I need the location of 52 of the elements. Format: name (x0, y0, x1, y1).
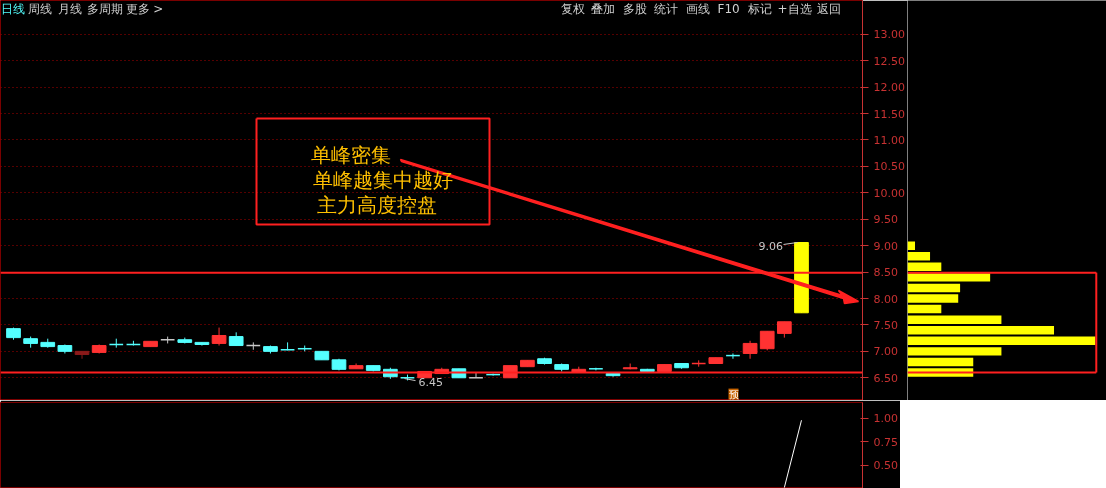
bar (907, 241, 916, 250)
bar (907, 326, 1055, 335)
annotation: 叠加 (590, 2, 615, 17)
annotation: +自选 (777, 2, 812, 17)
annotation: 预 (728, 388, 739, 400)
bar (907, 294, 959, 303)
annotation: 多周期 (86, 2, 123, 17)
candlestick (468, 371, 484, 379)
y-tick-label: 8.50 (873, 266, 898, 280)
annotation: 单峰密集 (310, 143, 391, 168)
y-tick-label: 11.50 (873, 107, 905, 121)
bar (907, 262, 942, 272)
bar (907, 304, 942, 314)
annotation: 6.45 (418, 375, 443, 389)
y-tick-label: 0.75 (873, 435, 898, 449)
bar (907, 347, 1002, 356)
bar (907, 357, 974, 367)
y-tick-label: 7.00 (873, 345, 898, 359)
bar (907, 252, 931, 261)
y-tick-label: 11.00 (873, 134, 905, 147)
y-tick-label: 10.50 (873, 160, 905, 174)
y-tick-label: 13.00 (873, 28, 905, 42)
annotation: 多股 (622, 2, 647, 17)
y-tick-label: 9.50 (873, 213, 898, 227)
y-tick-label: 8.00 (873, 292, 898, 306)
y-tick-label: 7.50 (873, 318, 898, 332)
annotation: 标记 (746, 2, 772, 17)
bar (907, 283, 961, 293)
y-tick-label: 9.00 (873, 239, 898, 253)
bar (907, 336, 1096, 346)
annotation: 9.06 (758, 240, 783, 254)
y-tick-label: 12.00 (873, 81, 905, 95)
annotation: 复权 (560, 2, 585, 17)
y-tick-label: 6.50 (873, 371, 898, 385)
annotation: 单峰越集中越好 (312, 168, 453, 193)
annotation: F10 (717, 2, 740, 17)
annotation: 画线 (685, 2, 710, 17)
y-tick-label: 0.50 (873, 459, 898, 473)
y-tick-label: 1.00 (873, 412, 898, 426)
annotation: 日线 (0, 2, 25, 17)
candlestick (74, 350, 90, 360)
annotation: 统计 (653, 2, 678, 17)
text: 返回 (816, 2, 841, 17)
annotation: 更多 > (125, 2, 164, 17)
bar (907, 315, 1002, 324)
candlestick (759, 330, 775, 351)
candlestick (211, 327, 227, 347)
y-tick-label: 12.50 (873, 54, 905, 68)
annotation: 月线 (57, 2, 82, 17)
annotation: 周线 (27, 2, 52, 17)
y-tick-label: 10.00 (873, 186, 905, 200)
annotation: 主力高度控盘 (316, 193, 437, 218)
